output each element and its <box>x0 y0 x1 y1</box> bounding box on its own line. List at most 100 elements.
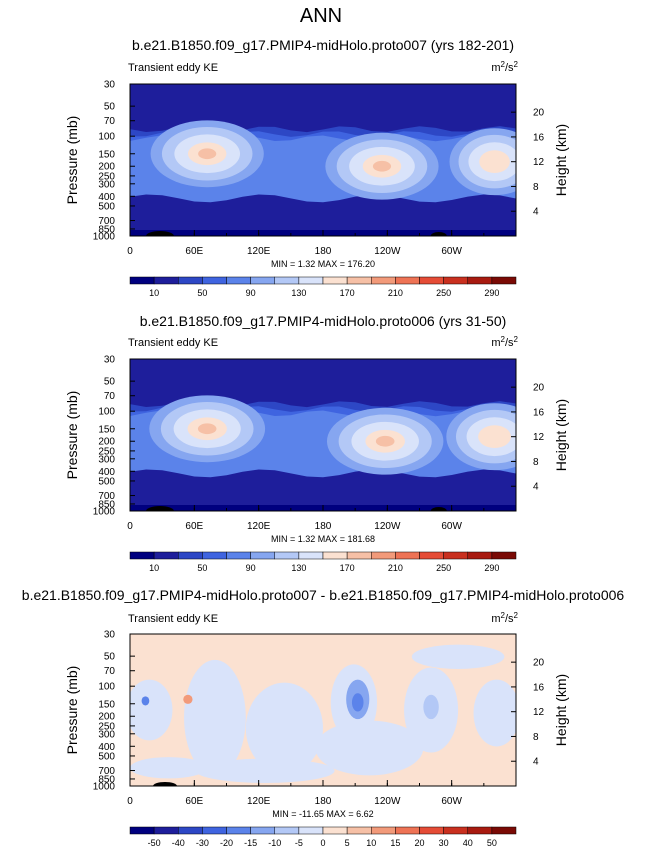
colorbar-label: 10 <box>149 288 159 298</box>
x-tick-label: 60W <box>441 521 462 532</box>
x-tick-label: 0 <box>127 246 133 257</box>
contour-field <box>130 84 516 236</box>
colorbar-label: -10 <box>268 838 281 848</box>
colorbar-swatch <box>322 276 348 285</box>
units-sup2: 2 <box>514 60 519 69</box>
colorbar-label: 10 <box>149 563 159 573</box>
y-tick-label: 700 <box>98 491 115 502</box>
y-tick-label: 250 <box>98 171 115 182</box>
colorbar-label: 10 <box>366 838 376 848</box>
colorbar-swatch <box>202 551 227 560</box>
chart-title: b.e21.B1850.f09_g17.PMIP4-midHolo.proto0… <box>140 313 507 329</box>
x-tick-label: 180 <box>315 246 332 257</box>
field-label: Transient eddy KE <box>128 613 218 625</box>
colorbar: -50 -40 -30 -20 -15 -10 -5 0 5 10 15 20 30 40 50 <box>129 826 517 848</box>
x-tick-label: 60W <box>441 246 462 257</box>
negative-diff-contour <box>130 679 173 741</box>
y-axis-label: Pressure (mb) <box>64 116 80 205</box>
y-tick-label: 50 <box>104 377 116 388</box>
negative-diff-contour <box>141 696 150 706</box>
negative-diff-contour <box>195 758 335 783</box>
y2-tick-label: 12 <box>533 157 545 168</box>
y-tick-label: 400 <box>98 192 115 203</box>
negative-diff-contour <box>351 693 364 712</box>
negative-diff-contour <box>473 679 516 747</box>
y2-tick-label: 12 <box>533 432 545 443</box>
colorbar-swatch <box>226 826 251 835</box>
colorbar-label: 250 <box>436 563 451 573</box>
colorbar-swatch <box>153 826 179 835</box>
colorbar-swatch <box>467 276 493 285</box>
colorbar-label: -5 <box>295 838 303 848</box>
colorbar-label: 50 <box>197 288 207 298</box>
x-tick-label: 180 <box>315 796 332 807</box>
colorbar-swatch <box>395 551 420 560</box>
colorbar: 10 50 90 130 170 210 250 290 <box>129 276 517 298</box>
y-tick-label: 850 <box>98 224 115 235</box>
units-sup2: 2 <box>514 611 519 620</box>
colorbar-swatch <box>419 826 444 835</box>
y-tick-label: 200 <box>98 712 115 723</box>
colorbar-label: 290 <box>484 563 499 573</box>
colorbar-label: 290 <box>484 288 499 298</box>
y-tick-label: 300 <box>98 729 115 740</box>
y-tick-label: 70 <box>104 391 116 402</box>
field-label: Transient eddy KE <box>128 337 218 349</box>
units-label: m2/s2 <box>491 60 518 74</box>
jet-core-contour <box>375 435 395 447</box>
colorbar-label: 210 <box>388 563 403 573</box>
x-tick-label: 0 <box>127 796 133 807</box>
colorbar-label: -30 <box>196 838 209 848</box>
y-tick-label: 200 <box>98 162 115 173</box>
colorbar-label: 15 <box>390 838 400 848</box>
x-tick-label: 0 <box>127 521 133 532</box>
y-tick-label: 150 <box>98 424 115 435</box>
y-tick-label: 30 <box>104 630 116 641</box>
y2-tick-label: 4 <box>533 482 539 493</box>
y-tick-label: 100 <box>98 132 115 143</box>
y-tick-label: 30 <box>104 355 116 366</box>
colorbar-label: 250 <box>436 288 451 298</box>
negative-diff-contour <box>315 720 424 776</box>
y-tick-label: 70 <box>104 116 116 127</box>
y-tick-label: 1000 <box>93 232 116 243</box>
contour-field <box>130 634 516 786</box>
units-sup1: 2 <box>501 60 506 69</box>
y-axis-label: Pressure (mb) <box>64 391 80 480</box>
chart-title: b.e21.B1850.f09_g17.PMIP4-midHolo.proto0… <box>132 37 514 53</box>
y-tick-label: 300 <box>98 454 115 465</box>
x-tick-label: 60E <box>185 796 203 807</box>
y-tick-label: 250 <box>98 446 115 457</box>
units-label: m2/s2 <box>491 611 518 625</box>
chart-title: b.e21.B1850.f09_g17.PMIP4-midHolo.proto0… <box>22 587 625 603</box>
y2-tick-label: 4 <box>533 207 539 218</box>
field-label: Transient eddy KE <box>128 62 218 74</box>
colorbar-swatch <box>298 826 324 835</box>
x-tick-label: 120W <box>374 796 401 807</box>
jet-core-contour <box>478 425 511 449</box>
chart-panel-1: b.e21.B1850.f09_g17.PMIP4-midHolo.proto0… <box>64 37 569 298</box>
colorbar-label: 170 <box>340 563 355 573</box>
colorbar-label: 0 <box>320 838 325 848</box>
colorbar-label: 5 <box>345 838 350 848</box>
y-tick-label: 500 <box>98 751 115 762</box>
x-tick-label: 120E <box>247 246 271 257</box>
units-label: m2/s2 <box>491 335 518 349</box>
y2-axis-label: Height (km) <box>553 674 569 746</box>
units-base: m <box>491 613 500 625</box>
colorbar-label: -20 <box>220 838 233 848</box>
units-base: m <box>491 337 500 349</box>
colorbar-swatch <box>491 826 517 835</box>
colorbar-swatch <box>467 826 493 835</box>
x-tick-label: 120E <box>247 796 271 807</box>
y-tick-label: 700 <box>98 216 115 227</box>
y-tick-label: 500 <box>98 201 115 212</box>
colorbar-swatch <box>491 551 517 560</box>
colorbar-swatch <box>346 826 372 835</box>
min-max-stats: MIN = 1.32 MAX = 176.20 <box>271 259 375 269</box>
topography-patch <box>146 231 174 236</box>
y-tick-label: 850 <box>98 499 115 510</box>
y-tick-label: 250 <box>98 721 115 732</box>
colorbar-label: 210 <box>388 288 403 298</box>
